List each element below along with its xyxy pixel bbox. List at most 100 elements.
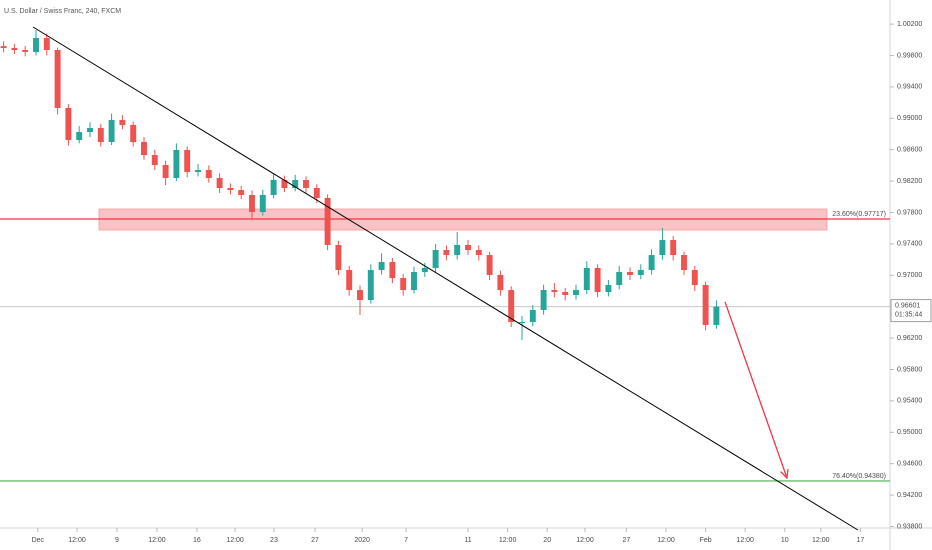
candle-body xyxy=(108,120,115,142)
x-tick-label: 17 xyxy=(857,537,865,544)
candle-body xyxy=(141,141,147,156)
y-tick-label: 1.00200 xyxy=(897,21,922,28)
candle-body xyxy=(292,179,299,188)
trend-line xyxy=(32,26,859,531)
y-tick-label: 0.98200 xyxy=(897,178,922,185)
candle-body xyxy=(497,274,504,291)
x-tick-label: 27 xyxy=(623,537,631,544)
candle-body xyxy=(238,190,245,195)
candle-body xyxy=(627,271,633,275)
candle-body xyxy=(54,50,61,109)
candle-body xyxy=(454,244,461,256)
y-tick-label: 0.99000 xyxy=(897,115,922,122)
candle-body xyxy=(432,250,439,268)
candle-body xyxy=(411,271,417,291)
candle-body xyxy=(540,290,547,310)
candle-body xyxy=(691,270,698,286)
last-price-label: 0.96601 xyxy=(895,302,920,309)
candle-body xyxy=(184,150,191,172)
x-tick-label: 27 xyxy=(311,537,319,544)
candle-body xyxy=(76,132,83,141)
candle-body xyxy=(659,240,666,256)
candle-body xyxy=(216,178,223,188)
candle-body xyxy=(421,267,428,272)
candle-body xyxy=(486,255,493,275)
candle-body xyxy=(281,179,288,188)
candle-body xyxy=(605,285,612,293)
fib-label: 76.40%(0.94380) xyxy=(832,473,886,480)
candle-body xyxy=(367,270,374,301)
candle-body xyxy=(65,108,72,141)
candle-body xyxy=(313,187,320,198)
x-tick-label: 10 xyxy=(781,537,789,544)
candle-body xyxy=(249,194,255,213)
y-tick-label: 0.98600 xyxy=(897,147,922,154)
y-tick-label: 0.95800 xyxy=(897,366,922,373)
y-tick-label: 0.93800 xyxy=(897,523,922,530)
candle-body xyxy=(43,37,50,51)
candle-body xyxy=(681,255,687,271)
last-price-box xyxy=(890,299,932,323)
x-tick-label: Feb xyxy=(700,537,712,544)
fib-label: 23.60%(0.97717) xyxy=(832,211,886,218)
candle-body xyxy=(378,262,385,271)
candle-body xyxy=(130,124,137,142)
candle-body xyxy=(529,309,536,322)
candle-body xyxy=(519,321,525,323)
candle-body xyxy=(551,290,558,293)
candle-body xyxy=(443,250,450,256)
candle-body xyxy=(205,170,212,179)
candle-body xyxy=(713,306,720,325)
x-tick-label: 12:00 xyxy=(499,537,517,544)
candle-body xyxy=(335,244,342,271)
x-tick-label: 9 xyxy=(115,537,119,544)
y-tick-label: 0.97000 xyxy=(897,272,922,279)
y-tick-label: 0.99400 xyxy=(897,84,922,91)
candle-body xyxy=(594,267,601,293)
candle-body xyxy=(303,179,309,188)
countdown-label: 01:35:44 xyxy=(895,311,922,318)
candle-body xyxy=(670,240,677,256)
candle-body xyxy=(508,290,515,322)
x-tick-label: 20 xyxy=(543,537,551,544)
candle-body xyxy=(562,292,569,295)
candle-body xyxy=(346,270,353,291)
x-tick-label: 2020 xyxy=(354,537,370,544)
x-tick-label: 12:00 xyxy=(576,537,594,544)
x-tick-label: 16 xyxy=(193,537,201,544)
candle-body xyxy=(227,187,234,191)
y-tick-label: 0.97400 xyxy=(897,241,922,248)
y-tick-label: 0.99800 xyxy=(897,52,922,59)
x-tick-label: 12:00 xyxy=(736,537,754,544)
candle-body xyxy=(22,50,29,52)
candle-body xyxy=(400,278,407,291)
candle-body xyxy=(324,197,331,245)
candle-body xyxy=(119,120,126,125)
candle-body xyxy=(87,128,93,133)
x-tick-label: 7 xyxy=(404,537,408,544)
candle-body xyxy=(616,271,623,286)
candle-body xyxy=(357,290,363,301)
x-tick-label: 12:00 xyxy=(68,537,86,544)
candle-body xyxy=(162,164,169,179)
candle-body xyxy=(270,179,277,195)
candle-body xyxy=(637,270,644,275)
arrow-head xyxy=(780,468,789,480)
x-tick-label: 23 xyxy=(270,537,278,544)
x-tick-label: 11 xyxy=(464,537,471,544)
candle-body xyxy=(583,267,590,291)
candle-body xyxy=(97,128,104,142)
y-tick-label: 0.95400 xyxy=(897,398,922,405)
y-tick-label: 0.95000 xyxy=(897,429,922,436)
candle-body xyxy=(173,150,180,179)
y-tick-label: 0.94200 xyxy=(897,492,922,499)
x-tick-label: 12:00 xyxy=(812,537,830,544)
candle-body xyxy=(11,48,18,51)
y-tick-label: 0.96200 xyxy=(897,335,922,342)
y-tick-label: 0.97800 xyxy=(897,209,922,216)
candle-body xyxy=(702,285,709,325)
candle-body xyxy=(573,290,579,295)
